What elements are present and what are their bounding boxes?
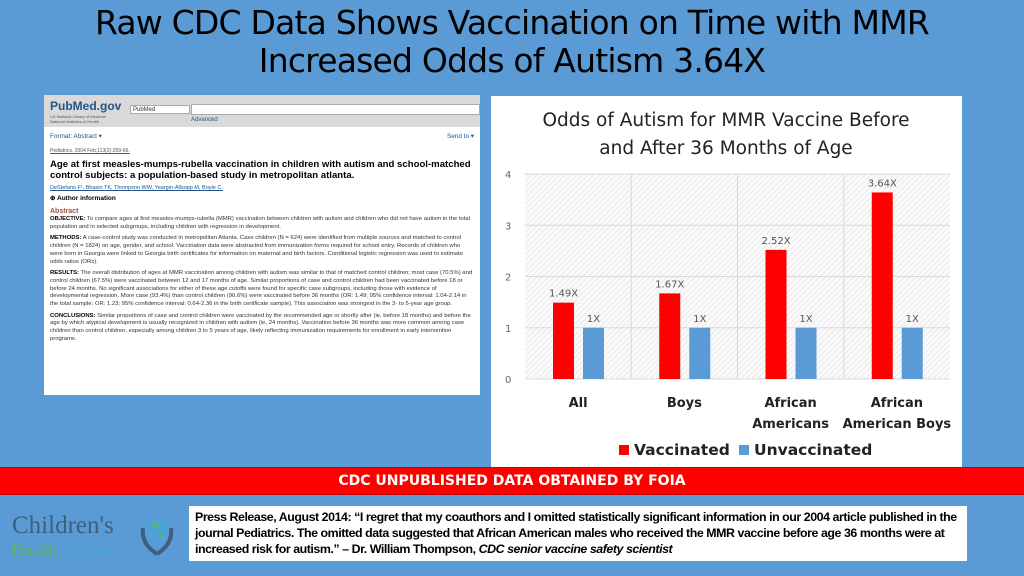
logo-line-2: Health Defense (12, 540, 118, 559)
data-label: 1X (906, 314, 919, 325)
data-label: 2.52X (761, 236, 790, 247)
logo-line-1: Children's (12, 512, 114, 539)
press-release-quote: Press Release, August 2014: “I regret th… (189, 506, 967, 561)
bar-vaccinated (765, 249, 787, 379)
bar-unvaccinated (901, 327, 923, 379)
childrens-health-defense-logo: Children's Health Defense (12, 512, 182, 562)
search-input[interactable] (191, 104, 480, 115)
title-line-1: Raw CDC Data Shows Vaccination on Time w… (94, 3, 930, 42)
bar-unvaccinated (583, 327, 604, 379)
foia-banner: CDC UNPUBLISHED DATA OBTAINED BY FOIA (0, 467, 1024, 495)
pubmed-logo-sub: US National Library of Medicine National… (50, 114, 107, 124)
data-label: 1X (799, 314, 812, 325)
y-tick-label: 1 (505, 324, 511, 335)
chart-title-line: and After 36 Months of Age (599, 138, 852, 159)
pubmed-screenshot: PubMed.gov US National Library of Medici… (44, 95, 480, 395)
database-select[interactable]: PubMed (130, 105, 190, 114)
abstract-conclusions: CONCLUSIONS: Similar proportions of case… (50, 312, 471, 342)
advanced-link[interactable]: Advanced (191, 117, 218, 123)
pubmed-header: PubMed.gov US National Library of Medici… (44, 95, 480, 127)
slide-title: Raw CDC Data Shows Vaccination on Time w… (0, 4, 1024, 80)
globe-hands-icon (140, 519, 174, 556)
data-label: 1X (587, 314, 600, 325)
x-tick-label: Americans (752, 417, 829, 432)
format-menu[interactable]: Format: Abstract ▾ (50, 133, 102, 140)
article-title: Age at first measles-mumps-rubella vacci… (50, 159, 471, 181)
abstract-results: RESULTS: The overall distribution of age… (50, 270, 473, 308)
y-tick-label: 0 (505, 375, 511, 386)
x-tick-label: American Boys (843, 417, 952, 432)
journal-citation[interactable]: Pediatrics. 2004 Feb;113(2):259-66. (50, 148, 130, 154)
pubmed-logo: PubMed.gov (50, 99, 122, 113)
bar-unvaccinated (689, 327, 711, 379)
legend-label: Vaccinated (634, 441, 730, 459)
abstract-objective: OBJECTIVE: To compare ages at first meas… (50, 216, 470, 230)
data-label: 1.49X (549, 289, 578, 300)
legend-swatch-unvaccinated (739, 445, 749, 455)
chart-title-line: Odds of Autism for MMR Vaccine Before (542, 110, 909, 131)
author-info-toggle[interactable]: ⊕ Author information (50, 195, 116, 202)
data-label: 1.67X (655, 279, 684, 290)
x-tick-label: African (764, 396, 816, 411)
bar-vaccinated (553, 302, 574, 379)
bar-chart: Odds of Autism for MMR Vaccine Before and… (491, 96, 962, 469)
x-tick-label: Boys (667, 396, 702, 411)
chart-svg: Odds of Autism for MMR Vaccine Before and… (505, 110, 952, 459)
data-label: 3.64X (868, 178, 897, 189)
x-tick-label: All (569, 396, 588, 411)
y-tick-label: 3 (505, 221, 511, 232)
bar-vaccinated (871, 192, 893, 379)
y-tick-label: 2 (505, 273, 511, 284)
data-label: 1X (693, 314, 706, 325)
title-line-2: Increased Odds of Autism 3.64X (258, 41, 766, 80)
authors[interactable]: DeStefano F¹, Bhasin TK, Thompson WW, Ye… (50, 185, 223, 191)
legend-swatch-vaccinated (619, 445, 629, 455)
y-tick-label: 4 (505, 170, 511, 181)
abstract-methods: METHODS: A case-control study was conduc… (50, 235, 463, 265)
send-to-menu[interactable]: Send to ▾ (446, 133, 474, 140)
abstract-heading: Abstract (50, 208, 79, 215)
bar-unvaccinated (795, 327, 817, 379)
legend-label: Unvaccinated (754, 441, 872, 459)
x-tick-label: African (871, 396, 923, 411)
bar-vaccinated (659, 293, 681, 379)
